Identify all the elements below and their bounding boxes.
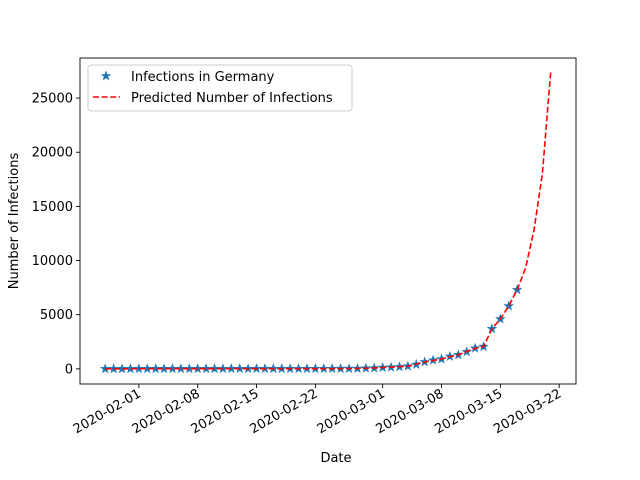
legend-box xyxy=(87,64,353,112)
data-point-star xyxy=(150,363,161,374)
data-point-star xyxy=(209,363,220,374)
y-axis-label: Number of Infections xyxy=(7,153,22,290)
data-point-star xyxy=(142,363,153,374)
data-point-star xyxy=(175,363,187,374)
data-point-star xyxy=(133,363,145,374)
x-axis-label: Date xyxy=(320,451,351,466)
y-tick-label: 15000 xyxy=(32,200,73,215)
y-tick-label: 25000 xyxy=(32,92,73,107)
plot-area xyxy=(100,70,552,374)
data-point-star xyxy=(444,351,456,361)
legend-star-marker xyxy=(100,70,112,81)
y-tick-label: 0 xyxy=(65,362,73,377)
data-point-star xyxy=(125,363,136,374)
y-tick-label: 5000 xyxy=(40,308,73,323)
data-point-star xyxy=(167,363,178,374)
y-tick-label: 10000 xyxy=(32,254,73,269)
data-point-star xyxy=(192,363,203,374)
y-tick-label: 20000 xyxy=(32,146,73,161)
data-point-star xyxy=(108,363,119,374)
data-point-star xyxy=(184,363,195,374)
data-point-star xyxy=(503,300,514,311)
axes-frame xyxy=(79,57,577,385)
legend: Infections in Germany Predicted Number of… xyxy=(87,64,353,112)
data-point-star xyxy=(200,363,212,374)
data-point-star xyxy=(116,363,128,374)
data-point-star xyxy=(158,363,170,374)
legend-label-infections: Infections in Germany xyxy=(131,70,275,85)
prediction-line xyxy=(105,70,552,370)
legend-label-predicted: Predicted Number of Infections xyxy=(131,91,333,106)
